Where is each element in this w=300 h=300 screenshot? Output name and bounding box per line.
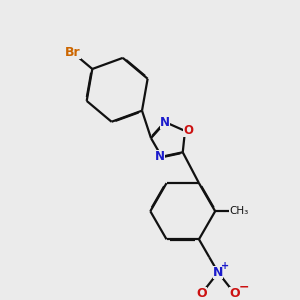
Text: −: − [238,280,249,293]
Text: O: O [229,286,240,300]
Text: CH₃: CH₃ [229,206,248,216]
Text: N: N [213,266,223,279]
Text: +: + [221,261,230,271]
Text: Br: Br [65,46,81,59]
Text: O: O [196,286,207,300]
Text: N: N [160,116,170,129]
Text: N: N [155,150,165,163]
Text: O: O [183,124,193,137]
